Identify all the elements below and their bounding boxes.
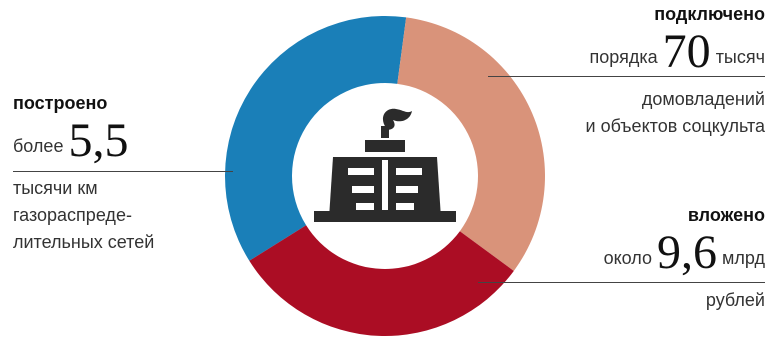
bottom-right-heading: вложено (687, 205, 765, 225)
bottom-right-line-1: рублей (705, 290, 765, 310)
top-right-prefix: порядка (589, 47, 658, 67)
left-value: 5,5 (68, 114, 129, 167)
left-prefix: более (13, 136, 64, 156)
bottom-right-value-line: около 9,6 млрд (475, 229, 765, 277)
left-line-2: газораспреде- (13, 205, 132, 225)
left-line-1: тысячи км (13, 178, 98, 198)
top-right-heading: подключено (654, 4, 765, 24)
bottom-right-value: 9,6 (657, 226, 717, 279)
top-right-value-line: порядка 70 тысяч (475, 28, 765, 76)
top-right-unit: тысяч (715, 47, 765, 67)
top-right-leader-line (488, 76, 765, 77)
left-line-3: лительных сетей (13, 232, 155, 252)
left-value-line: более 5,5 (13, 117, 243, 165)
bottom-right-unit: млрд (722, 248, 765, 268)
top-right-annotation: подключено порядка 70 тысяч домовладений… (475, 4, 765, 140)
bottom-right-annotation: вложено около 9,6 млрд рублей (475, 205, 765, 314)
donut-segment-3 (249, 225, 514, 337)
donut-segment-2 (397, 17, 545, 271)
top-right-line-2: и объектов соцкульта (585, 116, 765, 136)
left-heading: построено (13, 93, 108, 113)
left-leader-line (13, 171, 233, 172)
bottom-right-prefix: около (603, 248, 652, 268)
left-annotation: построено более 5,5 тысячи км газораспре… (13, 93, 243, 256)
top-right-line-1: домовладений (641, 89, 765, 109)
top-right-value: 70 (662, 25, 711, 78)
bottom-right-leader-line (478, 282, 765, 283)
donut-segment-1 (225, 15, 407, 261)
